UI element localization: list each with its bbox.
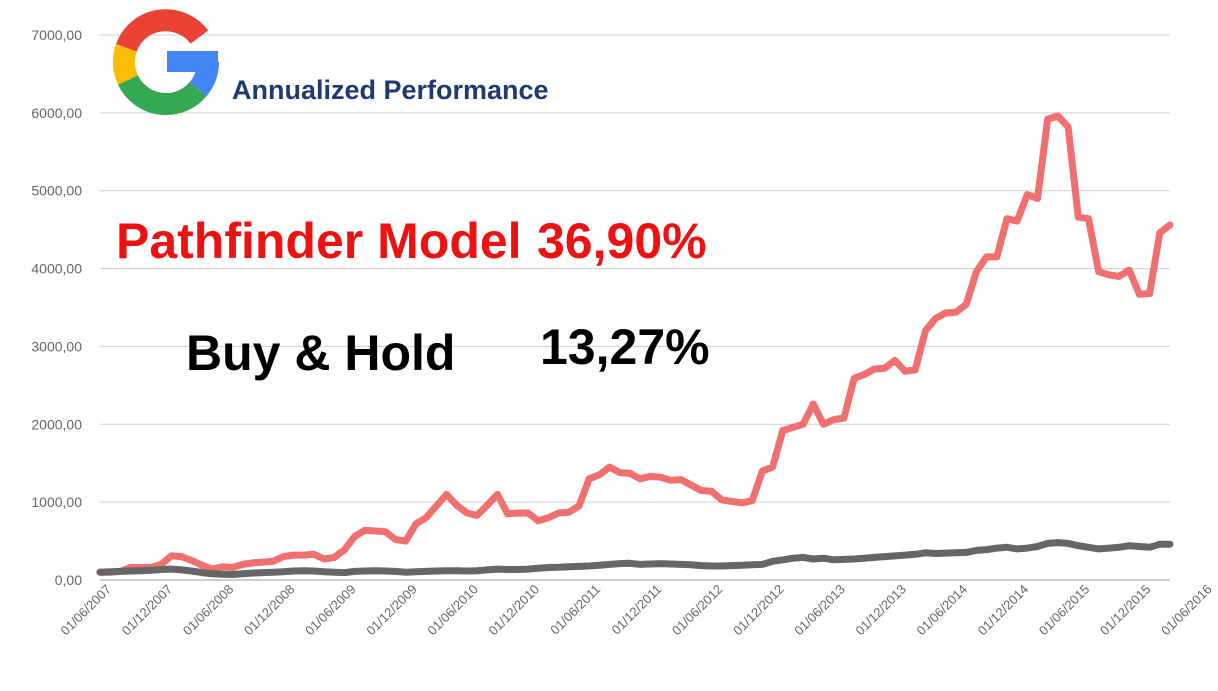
series-lines [96,112,1174,578]
pathfinder-value: 36,90% [537,213,707,269]
x-tick-label: 01/12/2013 [852,582,909,639]
x-tick-label: 01/12/2008 [241,582,298,639]
buy-hold-value: 13,27% [540,319,710,375]
x-tick-label: 01/12/2011 [608,582,664,638]
buy-hold-label: Buy & Hold [186,325,455,381]
gridlines [100,34,1170,581]
y-tick-label: 5000,00 [31,183,82,199]
y-axis-ticks: 0,00 1000,00 2000,00 3000,00 4000,00 5000,00 6… [31,27,82,588]
x-tick-label: 01/12/2010 [485,582,542,639]
x-tick-label: 01/06/2014 [913,582,970,639]
y-tick-label: 1000,00 [31,494,82,510]
x-axis-ticks: 01/06/2007 01/12/2007 01/06/2008 01/12/2008… [57,582,1215,639]
buy-hold-series-line [96,539,1174,578]
x-tick-label: 01/12/2009 [363,582,420,639]
x-tick-label: 01/06/2013 [791,582,848,639]
y-tick-label: 7000,00 [31,27,82,43]
y-tick-label: 2000,00 [31,416,82,432]
y-tick-label: 3000,00 [31,338,82,354]
pathfinder-series-line [96,112,1174,576]
x-tick-label: 01/06/2010 [424,582,481,639]
y-tick-label: 0,00 [55,572,82,588]
pathfinder-label: Pathfinder Model [116,213,522,269]
x-tick-label: 01/12/2012 [730,582,787,639]
y-tick-label: 6000,00 [31,105,82,121]
x-tick-label: 01/06/2009 [302,582,359,639]
x-tick-label: 01/12/2014 [975,582,1032,639]
x-tick-label: 01/06/2007 [57,582,114,639]
chart-title: Annualized Performance [232,75,549,105]
x-tick-label: 01/06/2011 [547,582,603,638]
x-tick-label: 01/06/2016 [1158,582,1215,639]
y-tick-label: 4000,00 [31,261,82,277]
x-tick-label: 01/06/2015 [1036,582,1093,639]
x-tick-label: 01/06/2012 [669,582,726,639]
x-tick-label: 01/12/2007 [119,582,176,639]
x-tick-label: 01/06/2008 [180,582,237,639]
x-tick-label: 01/12/2015 [1097,582,1154,639]
google-logo-icon [112,9,219,116]
